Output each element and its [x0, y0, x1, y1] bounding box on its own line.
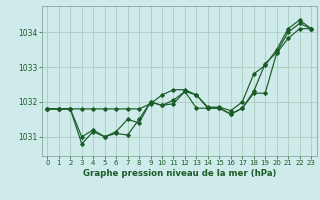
X-axis label: Graphe pression niveau de la mer (hPa): Graphe pression niveau de la mer (hPa) — [83, 169, 276, 178]
